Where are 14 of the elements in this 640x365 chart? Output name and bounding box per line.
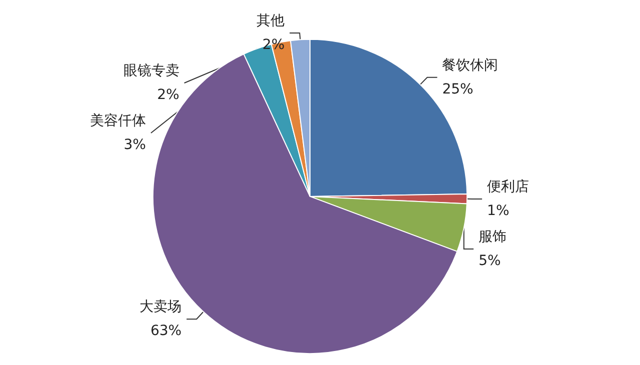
slice-label: 其他 xyxy=(256,13,285,29)
data-label: 63% xyxy=(150,323,182,340)
data-label: 3% xyxy=(124,137,146,153)
data-label: 2% xyxy=(262,37,285,53)
data-label: 25% xyxy=(442,81,474,98)
data-label: 1% xyxy=(487,203,510,220)
slice-label: 美容仟体 xyxy=(90,113,146,129)
slice-label: 餐饮休闲 xyxy=(442,57,498,74)
slice-label: 便利店 xyxy=(487,179,530,196)
slice-label: 大卖场 xyxy=(140,299,182,316)
data-label: 5% xyxy=(478,253,501,270)
data-label: 2% xyxy=(157,87,180,103)
slice-label: 服饰 xyxy=(478,229,507,246)
slice-label: 眼镜专卖 xyxy=(123,63,180,79)
